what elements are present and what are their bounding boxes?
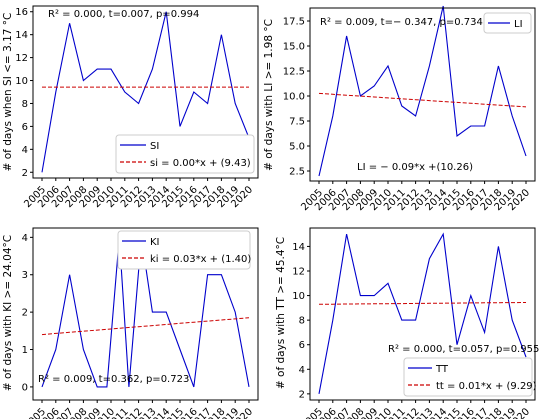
panel-ki-ylabel: # of days with KI >= 24.04°C [2,235,14,391]
panel-si: 2468101214162005200620072008200920102011… [2,5,259,210]
panel-tt-legend-label-data: TT [435,364,449,375]
panel-ki-ytick-label: 4 [22,233,28,244]
panel-ki-legend-box [117,230,251,270]
panel-tt-legend-label-trend: tt = 0.01*x + (9.29) [436,381,537,392]
panel-li-trend-line [318,92,527,108]
panel-tt-ytick-label: 8 [299,316,305,327]
panel-li-data-line [318,5,527,177]
panel-li-legend: LI [483,12,532,34]
panel-si-legend-box [115,134,255,174]
panel-tt-marks: 2468101214200520062007200820092010201120… [292,232,532,419]
panel-si-data-line [41,11,250,173]
panel-tt-annotation: R² = 0.000, t=0.057, p=0.955 [388,344,539,355]
panel-tt-frame [309,227,536,401]
panel-li-frame [309,7,536,182]
panel-tt-ytick-label: 6 [299,340,305,351]
panel-si-legend: SI si = 0.00*x + (9.43) [115,134,255,174]
panel-tt-ytick-label: 2 [299,389,305,400]
panel-tt-data-line [318,232,527,395]
panel-ki-legend-label-trend: ki = 0.03*x + (1.40) [150,254,251,265]
panel-ki-ytick-label: 3 [22,270,28,281]
panel-tt-ylabel: # of days with TT >= 45.4°C [275,237,287,389]
panel-ki-legend-label-data: KI [150,237,160,248]
panel-si-annotation: R² = 0.000, t=0.007, p=0.994 [48,9,199,20]
panel-tt-ytick-label: 10 [292,291,305,302]
panel-tt-legend-box [403,357,533,397]
panel-li-ytick-label: 17.5 [283,17,305,28]
panel-li-annotation-stats: R² = 0.009, t=− 0.347, p=0.734 [320,17,483,28]
panel-si-legend-label-trend: si = 0.00*x + (9.43) [150,158,251,169]
panel-ki-ytick-label: 1 [22,345,28,356]
panel-tt-ytick-label: 4 [299,365,305,376]
panel-li-annotation-equation: LI = − 0.09*x +(10.26) [357,162,473,173]
panel-li-legend-label-data: LI [514,19,523,30]
panel-ki-ytick-label: 2 [22,308,28,319]
panel-si-ytick-label: 4 [22,145,28,156]
panel-li-ytick-label: 7.5 [289,117,305,128]
panel-li-ytick-label: 12.5 [283,67,305,78]
panel-tt-ytick-label: 12 [292,267,305,278]
panel-ki-trend-line [41,317,250,336]
panel-si-frame [32,5,259,179]
panel-li-ytick-label: 2.5 [289,167,305,178]
panel-si-ytick-label: 10 [15,76,28,87]
panel-li-ytick-label: 5.0 [289,142,305,153]
panel-si-ytick-label: 2 [22,168,28,179]
panel-tt-trend-line [318,302,527,305]
panel-tt: 2468101214200520062007200820092010201120… [275,227,539,419]
panel-ki: 0123420052006200720082009201020112012201… [2,227,259,419]
panel-si-ytick-label: 16 [15,7,28,18]
panel-si-ytick-label: 8 [22,99,28,110]
panel-tt-ytick-label: 14 [292,242,305,253]
panel-ki-frame [32,227,259,401]
panel-si-ylabel: # of days when SI <= 3.17 °C [2,13,14,172]
panel-si-ytick-label: 12 [15,53,28,64]
panel-si-legend-label-data: SI [150,141,159,152]
panel-ki-legend: KI ki = 0.03*x + (1.40) [117,230,251,270]
panel-ki-ytick-label: 0 [22,382,28,393]
panel-tt-legend: TT tt = 0.01*x + (9.29) [403,357,537,397]
panel-li: 2.55.07.510.012.515.017.5200520062007200… [263,5,536,213]
panel-si-ytick-label: 14 [15,30,28,41]
panel-li-ytick-label: 10.0 [283,92,305,103]
panel-si-ytick-label: 6 [22,122,28,133]
panel-ki-annotation: R² = 0.009, t=0.362, p=0.723 [38,374,189,385]
panel-li-ytick-label: 15.0 [283,42,305,53]
panel-si-marks: 2468101214162005200620072008200920102011… [15,7,255,210]
panel-li-ylabel: # of days with LI >= 1.98 °C [263,19,275,171]
panel-li-marks: 2.55.07.510.012.515.017.5200520062007200… [283,5,532,213]
